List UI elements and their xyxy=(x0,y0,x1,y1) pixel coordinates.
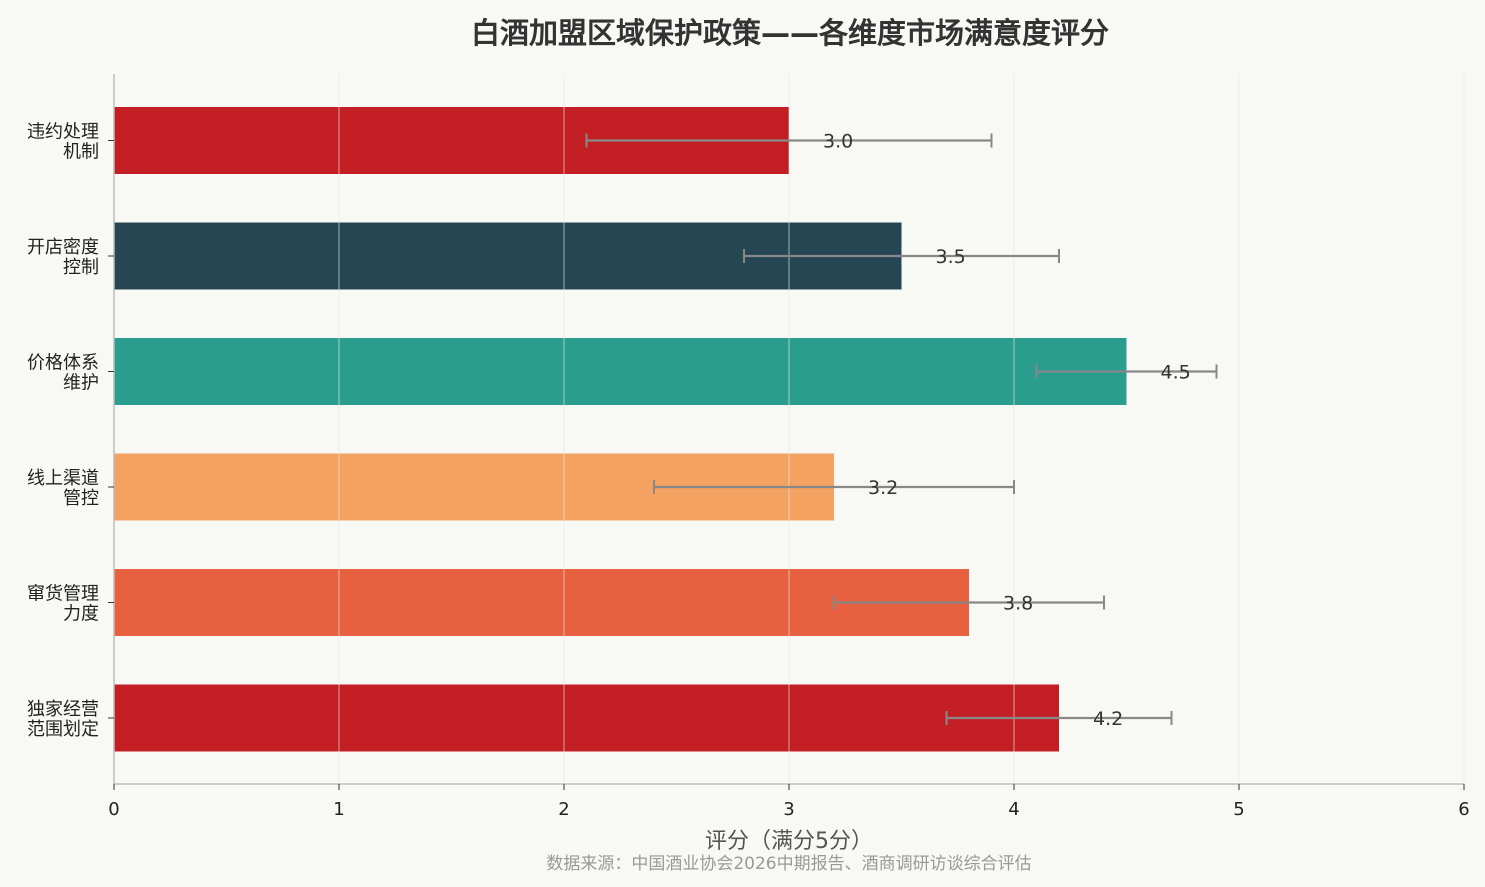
value-labels: 3.0 3.5 4.5 3.2 3.8 4.2 xyxy=(823,131,1191,731)
y-tick-label-line-0-0: 违约处理 xyxy=(27,122,99,143)
y-tick-label-0: 违约处理机制 xyxy=(27,122,99,163)
y-tick-label-line-2-0: 价格体系 xyxy=(27,353,99,374)
y-tick-label-1: 开店密度控制 xyxy=(27,237,99,278)
y-tick-label-2: 价格体系维护 xyxy=(27,353,99,394)
x-tick-labels: 0 1 2 3 4 5 6 xyxy=(108,784,1470,820)
x-tick-label-1: 1 xyxy=(333,799,344,820)
y-tick-label-line-3-1: 管控 xyxy=(63,488,99,509)
y-tick-label-3: 线上渠道管控 xyxy=(27,468,99,509)
y-tick-label-line-5-0: 独家经营 xyxy=(27,699,99,720)
x-tick-label-2: 2 xyxy=(558,799,569,820)
error-bars xyxy=(585,133,1218,725)
y-tick-label-5: 独家经营范围划定 xyxy=(27,699,99,740)
grid-lines xyxy=(338,74,1465,784)
x-axis-label: 评分（满分5分） xyxy=(705,829,873,854)
value-label-3: 3.2 xyxy=(868,477,898,499)
value-label-2: 4.5 xyxy=(1161,362,1191,384)
x-tick-label-4: 4 xyxy=(1008,799,1019,820)
source-note: 数据来源：中国酒业协会2026中期报告、酒商调研访谈综合评估 xyxy=(546,854,1031,874)
y-tick-label-line-4-0: 窜货管理 xyxy=(27,584,99,605)
x-tick-label-3: 3 xyxy=(783,799,794,820)
y-tick-label-line-3-0: 线上渠道 xyxy=(27,468,99,489)
value-label-1: 3.5 xyxy=(936,246,966,268)
x-tick-label-0: 0 xyxy=(108,799,119,820)
bar-4 xyxy=(114,569,969,636)
x-tick-label-6: 6 xyxy=(1458,799,1469,820)
y-tick-label-line-1-0: 开店密度 xyxy=(27,237,99,258)
x-tick-label-5: 5 xyxy=(1233,799,1244,820)
y-tick-label-line-2-1: 维护 xyxy=(63,373,99,394)
y-tick-label-4: 窜货管理力度 xyxy=(27,584,99,625)
chart-title: 白酒加盟区域保护政策——各维度市场满意度评分 xyxy=(471,16,1109,50)
y-tick-label-line-5-1: 范围划定 xyxy=(27,719,99,740)
y-tick-label-line-4-1: 力度 xyxy=(63,604,99,625)
value-label-0: 3.0 xyxy=(823,131,853,153)
bar-5 xyxy=(114,684,1059,752)
value-label-5: 4.2 xyxy=(1093,708,1123,730)
bar-2 xyxy=(114,338,1127,405)
bars xyxy=(114,107,1127,752)
y-tick-label-line-0-1: 机制 xyxy=(63,142,99,163)
value-label-4: 3.8 xyxy=(1003,593,1033,615)
y-tick-label-line-1-1: 控制 xyxy=(63,257,99,278)
